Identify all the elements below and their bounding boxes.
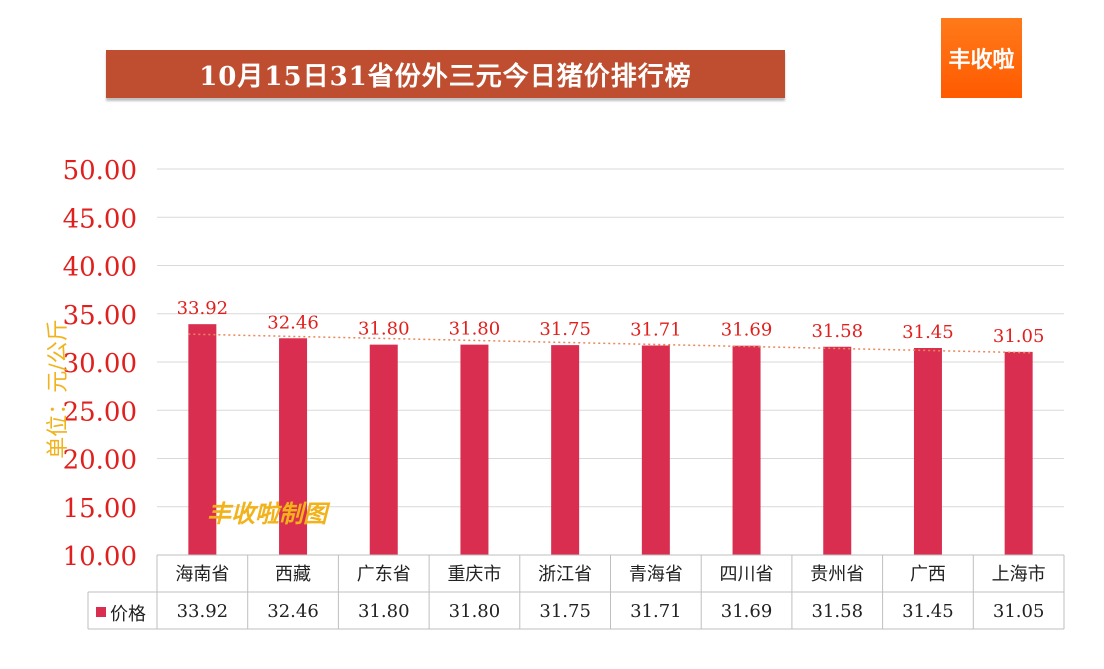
table-value: 31.05: [993, 601, 1045, 622]
trendline: [188, 333, 1033, 354]
legend-swatch: [96, 607, 106, 617]
table-value: 33.92: [177, 601, 229, 622]
table-value: 31.69: [721, 601, 773, 622]
watermark: 丰收啦制图: [207, 499, 327, 528]
value-label: 31.58: [811, 321, 863, 342]
x-tick-label: 重庆市: [447, 564, 501, 585]
x-tick-label: 西藏: [275, 564, 311, 585]
bar: [460, 344, 489, 555]
bar: [551, 345, 580, 555]
chart-title: 10月15日31省份外三元今日猪价排行榜: [106, 50, 785, 98]
table-value: 32.46: [267, 601, 319, 622]
x-tick-label: 四川省: [720, 564, 774, 585]
value-labels: 33.92 32.46 31.80 31.80 31.75 31.71 31.69 31.58…: [177, 298, 1045, 347]
value-label: 31.45: [902, 322, 954, 343]
y-tick-label: 15.00: [63, 494, 137, 524]
data-table: 海南省 西藏 广东省 重庆市 浙江省 青海省 四川省 贵州省 广西 上海市 33.92 32.46 31…: [87, 554, 1065, 630]
bar: [1004, 351, 1033, 555]
bar: [823, 346, 852, 555]
bar: [641, 345, 670, 555]
table-value: 31.58: [811, 601, 863, 622]
value-label: 31.69: [721, 320, 773, 341]
value-label: 31.80: [449, 319, 501, 340]
bar: [369, 344, 398, 555]
y-tick-label: 10.00: [63, 542, 137, 572]
value-label: 33.92: [177, 298, 229, 319]
x-tick-label: 广西: [910, 564, 946, 585]
table-value: 31.71: [630, 601, 682, 622]
bar: [279, 338, 308, 555]
y-tick-label: 50.00: [63, 156, 137, 186]
y-tick-label: 45.00: [63, 204, 137, 234]
bar: [913, 348, 942, 555]
value-label: 31.71: [630, 319, 682, 340]
x-tick-label: 青海省: [629, 564, 683, 585]
y-axis-unit-label: 单位：元/公斤: [46, 319, 71, 459]
value-label: 32.46: [267, 312, 319, 333]
y-tick-label: 40.00: [63, 253, 137, 283]
value-label: 31.05: [993, 326, 1045, 347]
table-value: 31.45: [902, 601, 954, 622]
x-tick-label: 海南省: [175, 564, 229, 585]
x-tick-label: 上海市: [992, 564, 1046, 585]
brand-logo: 丰收啦: [941, 18, 1022, 98]
table-value: 31.80: [449, 601, 501, 622]
bar: [188, 324, 217, 555]
value-label: 31.80: [358, 319, 410, 340]
x-tick-label: 贵州省: [810, 564, 864, 585]
y-tick-label: 25.00: [63, 397, 137, 427]
bar: [732, 345, 761, 555]
y-tick-label: 20.00: [63, 446, 137, 476]
table-value: 31.75: [539, 601, 591, 622]
trendline-path: [188, 333, 1033, 354]
x-tick-label: 广东省: [357, 564, 411, 585]
table-value: 31.80: [358, 601, 410, 622]
value-label: 31.75: [539, 319, 591, 340]
y-tick-label: 30.00: [63, 349, 137, 379]
bars: [188, 324, 1033, 555]
y-axis: 10.00 15.00 20.00 25.00 30.00 35.00 40.00 45.00…: [63, 156, 137, 572]
legend-series-name: 价格: [110, 604, 146, 625]
y-tick-label: 35.00: [63, 301, 137, 331]
x-tick-label: 浙江省: [538, 564, 592, 585]
